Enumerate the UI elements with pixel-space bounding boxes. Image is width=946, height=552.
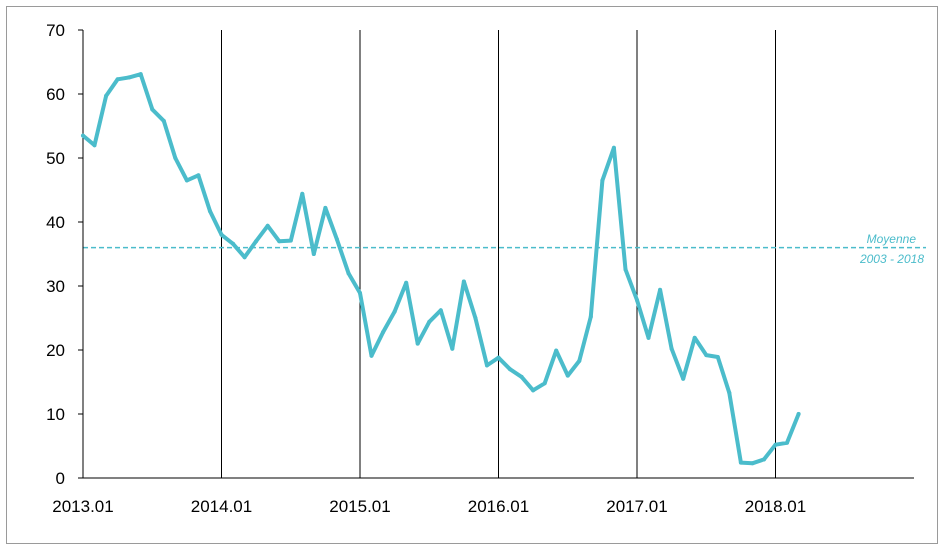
series-group xyxy=(81,72,801,466)
y-tick-label-70: 70 xyxy=(46,21,65,40)
data-point-30 xyxy=(427,319,432,324)
data-point-9 xyxy=(184,178,189,183)
data-point-8 xyxy=(173,156,178,160)
data-point-16 xyxy=(265,223,270,228)
data-point-17 xyxy=(277,239,282,244)
y-tick-label-40: 40 xyxy=(46,213,65,232)
data-point-1 xyxy=(92,143,97,148)
data-point-19 xyxy=(300,191,305,196)
x-tick-label-4: 2017.01 xyxy=(606,497,667,516)
data-point-39 xyxy=(531,388,536,393)
data-point-49 xyxy=(646,335,651,340)
data-point-31 xyxy=(438,308,443,313)
x-tick-label-0: 2013.01 xyxy=(52,497,113,516)
data-point-29 xyxy=(415,341,420,346)
data-point-4 xyxy=(127,75,132,80)
y-tick-label-20: 20 xyxy=(46,341,65,360)
data-point-7 xyxy=(161,118,166,123)
data-point-18 xyxy=(288,238,293,243)
vertical-gridlines xyxy=(221,30,776,478)
data-point-27 xyxy=(392,309,397,314)
data-point-34 xyxy=(473,316,478,320)
data-point-61 xyxy=(785,440,790,445)
data-point-2 xyxy=(104,93,109,98)
data-point-10 xyxy=(196,173,201,178)
x-axis-tick-labels: 2013.01 2014.01 2015.01 2016.01 2017.01 2018.… xyxy=(52,497,806,516)
data-point-25 xyxy=(369,353,374,358)
data-point-28 xyxy=(404,280,409,285)
data-point-20 xyxy=(311,252,316,256)
y-tick-label-10: 10 xyxy=(46,405,65,424)
data-point-14 xyxy=(242,255,247,260)
data-point-41 xyxy=(554,348,559,353)
data-point-24 xyxy=(358,291,362,296)
data-point-23 xyxy=(346,271,351,276)
data-point-37 xyxy=(508,367,513,372)
average-label-line1: Moyenne xyxy=(867,232,917,246)
data-point-6 xyxy=(150,107,155,112)
data-point-43 xyxy=(577,358,582,363)
average-label-line2: 2003 - 2018 xyxy=(859,252,924,266)
data-point-11 xyxy=(207,209,212,214)
data-point-53 xyxy=(692,335,697,340)
data-point-56 xyxy=(727,390,732,395)
data-point-3 xyxy=(115,77,120,82)
data-point-46 xyxy=(611,145,616,150)
data-point-58 xyxy=(750,461,755,466)
axes xyxy=(78,29,914,479)
data-point-15 xyxy=(254,239,259,244)
data-point-40 xyxy=(542,381,547,386)
y-tick-label-0: 0 xyxy=(56,469,65,488)
data-point-38 xyxy=(519,374,524,379)
y-tick-label-50: 50 xyxy=(46,149,65,168)
data-point-59 xyxy=(761,457,766,462)
data-point-45 xyxy=(600,178,605,183)
y-tick-label-60: 60 xyxy=(46,85,65,104)
y-axis-tick-labels: 0 10 20 30 40 50 60 70 xyxy=(46,21,65,488)
data-point-47 xyxy=(623,267,628,272)
data-point-22 xyxy=(334,237,339,242)
x-tick-label-1: 2014.01 xyxy=(191,497,252,516)
chart-frame xyxy=(6,6,938,544)
data-point-13 xyxy=(231,241,236,246)
data-point-50 xyxy=(658,287,663,292)
data-point-5 xyxy=(138,72,143,77)
data-point-0 xyxy=(81,133,85,138)
data-point-44 xyxy=(588,314,593,319)
data-point-21 xyxy=(323,205,328,210)
data-point-55 xyxy=(715,355,720,360)
data-point-60 xyxy=(773,442,778,447)
series-points-0 xyxy=(81,72,801,466)
data-point-48 xyxy=(635,298,639,303)
data-point-35 xyxy=(484,363,489,368)
series-line-0 xyxy=(81,72,801,466)
data-point-33 xyxy=(461,279,466,284)
x-tick-label-5: 2018.01 xyxy=(745,497,806,516)
y-tick-label-30: 30 xyxy=(46,277,65,296)
data-point-51 xyxy=(669,346,674,351)
data-point-36 xyxy=(496,355,501,360)
x-tick-label-3: 2016.01 xyxy=(468,497,529,516)
data-point-62 xyxy=(796,412,801,416)
data-point-26 xyxy=(381,330,386,335)
x-tick-label-2: 2015.01 xyxy=(329,497,390,516)
data-point-12 xyxy=(219,232,224,237)
data-point-57 xyxy=(738,460,743,465)
data-point-52 xyxy=(681,376,686,381)
data-point-32 xyxy=(450,346,455,351)
data-point-42 xyxy=(565,373,570,378)
data-point-54 xyxy=(704,353,709,358)
